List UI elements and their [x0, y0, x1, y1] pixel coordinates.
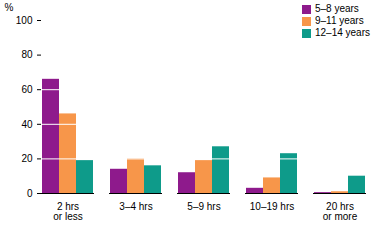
svg-text:3–4 hrs: 3–4 hrs — [119, 201, 152, 212]
svg-text:0: 0 — [27, 188, 33, 199]
svg-text:80: 80 — [21, 49, 33, 60]
svg-text:%: % — [5, 2, 14, 13]
svg-text:100: 100 — [16, 15, 33, 26]
svg-text:2 hrsor less: 2 hrsor less — [53, 201, 82, 222]
html-text:5–8 years: 5–8 years — [315, 3, 359, 14]
svg-text:20 hrsor more: 20 hrsor more — [323, 201, 358, 222]
svg-text:60: 60 — [21, 84, 33, 95]
svg-text:10–19 hrs: 10–19 hrs — [250, 201, 294, 212]
svg-text:40: 40 — [21, 119, 33, 130]
svg-text:5–9 hrs: 5–9 hrs — [187, 201, 220, 212]
html-text:12–14 years: 12–14 years — [315, 27, 370, 38]
svg-text:20: 20 — [21, 153, 33, 164]
html-text:9–11 years: 9–11 years — [315, 15, 364, 26]
